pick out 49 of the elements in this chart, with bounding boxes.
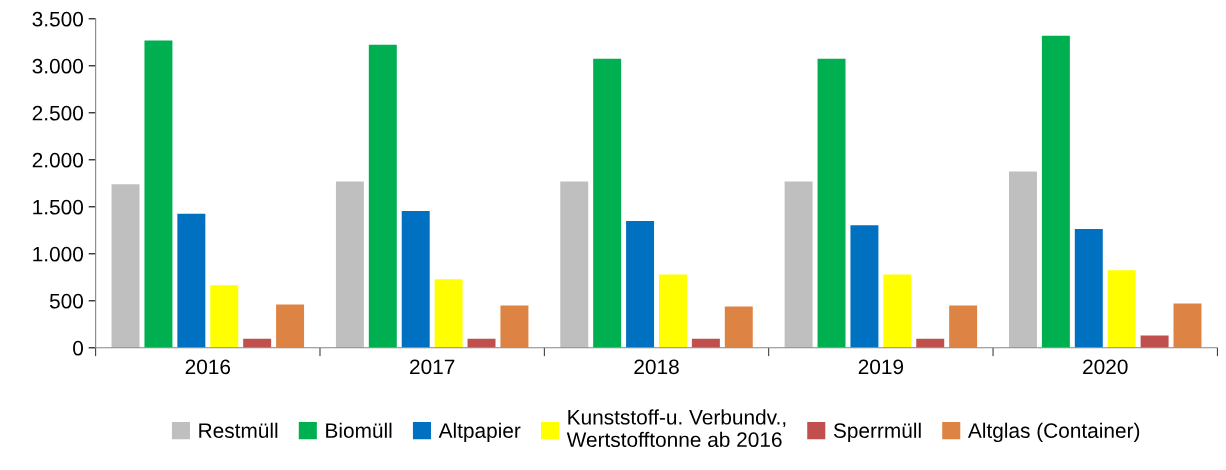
bar	[210, 285, 239, 348]
bar	[177, 213, 206, 348]
y-tick-label: 500	[49, 293, 84, 309]
bar	[144, 40, 173, 348]
bar	[883, 274, 912, 348]
bar	[916, 338, 945, 348]
legend-label: Altglas (Container)	[967, 422, 1140, 443]
bar	[434, 279, 463, 348]
bar	[817, 58, 846, 348]
legend-label: Kunststoff-u. Verbundv., Wertstofftonne ab 2016	[566, 409, 786, 448]
legend-label: Sperrmüll	[833, 422, 921, 443]
y-tick-label: 1.000	[33, 246, 84, 262]
bar	[401, 211, 430, 348]
legend-label: Biomüll	[326, 422, 392, 438]
bar	[368, 44, 397, 348]
bar	[467, 338, 496, 348]
bar	[500, 305, 529, 348]
x-tick-label: 2017	[410, 359, 455, 375]
bar	[1107, 270, 1136, 348]
legend-label: Altpapier	[438, 422, 521, 443]
bar	[243, 338, 272, 348]
y-tick-label: 2.000	[32, 152, 84, 168]
bar	[335, 181, 364, 348]
bar	[626, 220, 655, 348]
bar	[724, 306, 753, 348]
bar	[1008, 171, 1037, 348]
bar	[593, 58, 622, 348]
x-tick-label: 2016	[185, 359, 231, 375]
y-tick-label: 2.500	[32, 105, 84, 121]
bar	[111, 184, 140, 348]
y-tick-label: 3.500	[32, 11, 84, 27]
x-tick-label: 2018	[634, 359, 679, 375]
bar	[784, 181, 813, 348]
y-tick-label: 1.500	[33, 199, 84, 215]
bar	[658, 274, 687, 348]
x-tick-label: 2019	[858, 359, 904, 375]
x-tick-label: 2020	[1083, 359, 1128, 375]
legend-label: Restmüll	[199, 422, 278, 438]
bar	[560, 181, 589, 348]
bar	[850, 225, 879, 348]
bar	[1041, 35, 1070, 348]
bar	[949, 305, 978, 348]
bar	[691, 338, 720, 348]
bar	[276, 304, 305, 348]
bar	[1173, 303, 1202, 348]
y-tick-label: 3.000	[32, 58, 84, 74]
y-tick-label: 0	[73, 340, 84, 356]
bar	[1074, 228, 1103, 348]
bar	[1140, 335, 1169, 348]
